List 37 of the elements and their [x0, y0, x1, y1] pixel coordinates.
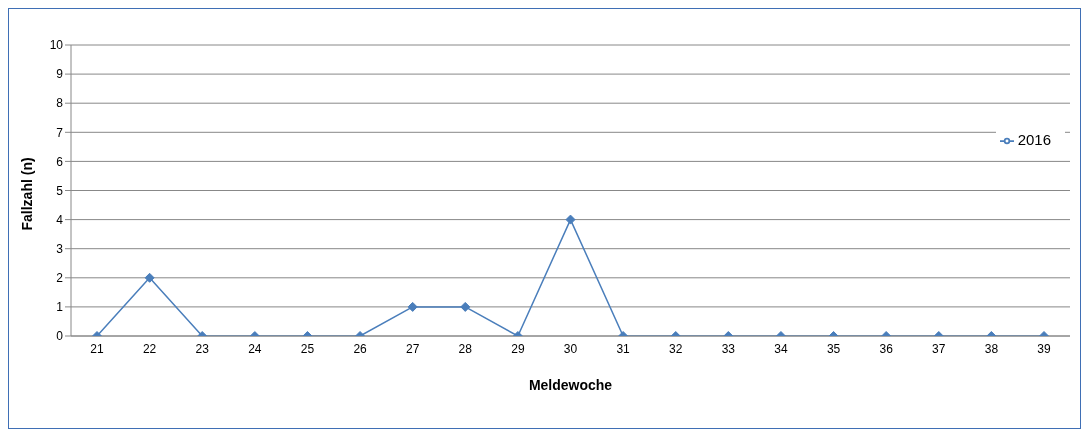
y-axis-title: Fallzahl (n): [18, 157, 35, 231]
x-tick-label: 29: [511, 341, 525, 356]
x-tick-label: 30: [563, 341, 578, 356]
x-tick-label: 22: [142, 341, 157, 356]
y-tick-label: 2: [56, 271, 64, 286]
x-tick-label: 28: [458, 341, 473, 356]
y-tick-label: 0: [56, 329, 64, 344]
y-tick-label: 6: [56, 154, 64, 169]
legend-label: 2016: [1017, 131, 1051, 148]
x-tick-label: 33: [721, 341, 736, 356]
x-tick-label: 37: [932, 341, 946, 356]
x-tick-label: 38: [984, 341, 999, 356]
x-tick-label: 23: [195, 341, 210, 356]
x-tick-label: 25: [300, 341, 315, 356]
y-tick-label: 9: [56, 67, 64, 82]
x-tick-label: 24: [248, 341, 262, 356]
x-tick-label: 31: [616, 341, 631, 356]
x-tick-label: 26: [353, 341, 368, 356]
x-tick-label: 32: [669, 341, 683, 356]
y-tick-label: 10: [49, 38, 64, 53]
x-tick-label: 21: [90, 341, 104, 356]
point: [144, 272, 155, 283]
x-tick-label: 36: [879, 341, 894, 356]
x-tick-label: 27: [405, 341, 420, 356]
x-tick-label: 34: [774, 341, 788, 356]
x-tick-label: 35: [826, 341, 841, 356]
y-tick-label: 3: [56, 241, 64, 256]
x-axis-title: Meldewoche: [528, 377, 613, 393]
point: [460, 301, 471, 312]
y-tick-label: 8: [56, 96, 64, 111]
y-tick-label: 5: [56, 183, 64, 198]
x-tick-label: 39: [1037, 341, 1051, 356]
y-tick-label: 4: [56, 212, 64, 227]
point: [407, 301, 418, 312]
y-tick-label: 1: [56, 300, 64, 315]
y-tick-label: 7: [56, 125, 64, 140]
point: [565, 214, 576, 225]
